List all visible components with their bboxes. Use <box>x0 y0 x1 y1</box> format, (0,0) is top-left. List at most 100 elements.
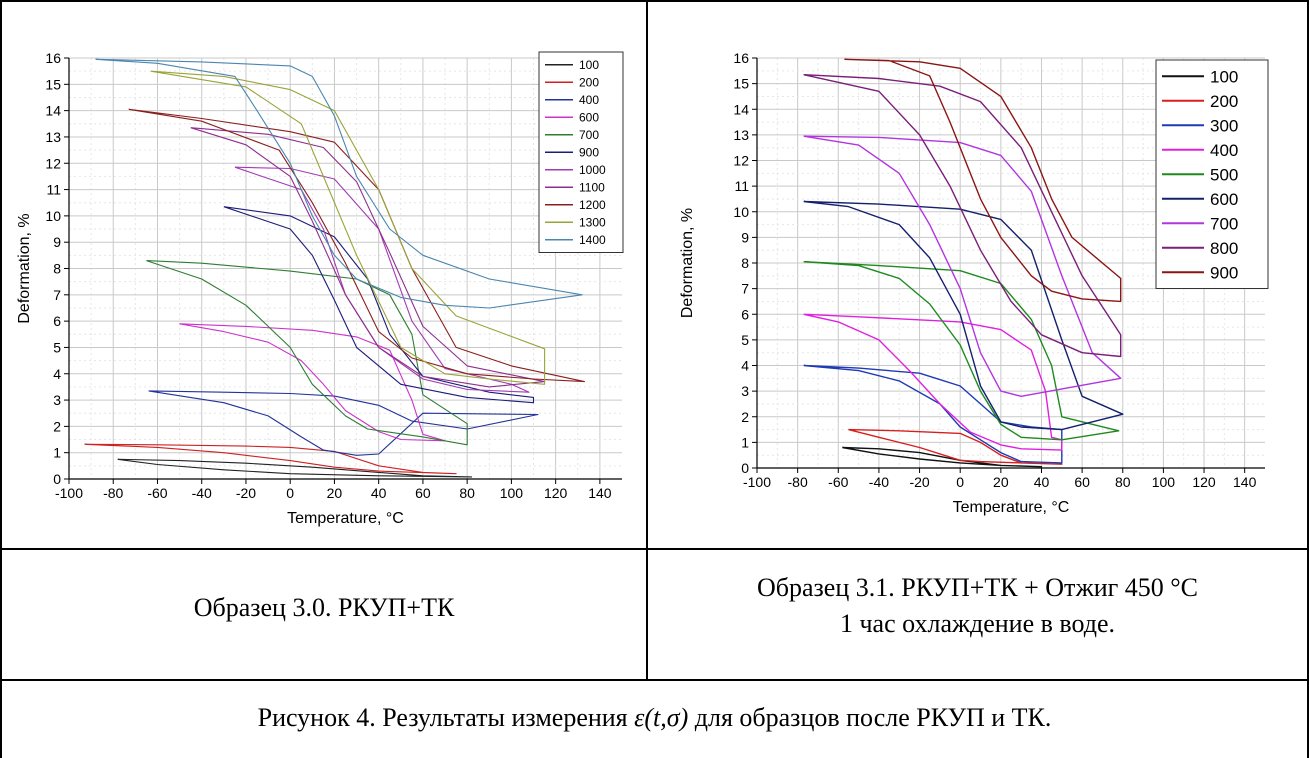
y-tick-label: 4 <box>53 366 61 382</box>
y-tick-label: 11 <box>734 178 749 194</box>
y-tick-label: 10 <box>45 208 61 224</box>
y-tick-label: 1 <box>741 434 749 450</box>
y-tick-label: 4 <box>741 358 749 374</box>
y-tick-label: 12 <box>45 155 61 171</box>
series-line-100 <box>117 458 473 478</box>
series-line-500 <box>803 261 1120 441</box>
series-line-600 <box>803 200 1124 431</box>
legend-label: 1400 <box>579 233 606 247</box>
y-tick-label: 0 <box>53 471 61 487</box>
y-tick-label: 5 <box>53 339 61 355</box>
caption-right-line1: Образец 3.1. РКУП+ТК + Отжиг 450 °C <box>756 573 1199 602</box>
y-tick-label: 2 <box>53 418 61 434</box>
legend-label: 600 <box>1210 190 1238 209</box>
y-tick-label: 0 <box>741 460 749 476</box>
x-tick-label: 60 <box>1074 474 1090 490</box>
x-tick-label: 60 <box>415 485 431 501</box>
series-line-1400 <box>95 58 583 309</box>
y-tick-label: 6 <box>53 313 61 329</box>
legend-label: 900 <box>579 146 599 160</box>
caption-sample-3-1: Образец 3.1. РКУП+ТК + Отжиг 450 °C 1 ча… <box>648 570 1307 642</box>
x-tick-label: 120 <box>1192 474 1216 490</box>
y-tick-label: 9 <box>741 229 749 245</box>
series-group <box>84 58 585 478</box>
x-tick-label: 40 <box>371 485 387 501</box>
x-axis-label: Temperature, °C <box>953 499 1070 516</box>
series-line-900 <box>223 206 535 404</box>
legend-label: 700 <box>579 128 599 142</box>
x-tick-label: -20 <box>909 474 929 490</box>
y-tick-label: 8 <box>53 261 61 277</box>
chart-sample-3-0: -100 -80 -60 -40 -20 0 20 40 60 80 100 120 140012345… <box>16 50 624 527</box>
chart-sample-3-1: -100 -80 -60 -40 -20 0 20 40 60 80 100 120 140012345… <box>679 50 1269 516</box>
x-tick-label: 40 <box>1034 474 1050 490</box>
x-tick-label: 20 <box>327 485 343 501</box>
x-tick-label: -40 <box>869 474 889 490</box>
x-tick-label: -60 <box>147 485 167 501</box>
y-tick-label: 16 <box>733 50 749 66</box>
x-tick-label: 0 <box>956 474 964 490</box>
y-tick-label: 15 <box>45 76 61 92</box>
x-tick-label: 140 <box>588 485 612 501</box>
x-tick-label: 20 <box>993 474 1009 490</box>
series-line-200 <box>84 443 457 475</box>
series-line-700 <box>803 135 1122 397</box>
y-tick-label: 16 <box>45 50 61 66</box>
legend-label: 400 <box>1210 141 1238 160</box>
y-tick-label: 13 <box>733 127 749 143</box>
legend-label: 1100 <box>579 181 605 195</box>
legend-label: 1000 <box>579 163 606 177</box>
x-tick-label: -80 <box>103 485 123 501</box>
y-tick-label: 1 <box>53 445 61 461</box>
series-line-1000 <box>234 166 530 393</box>
series-group <box>803 58 1124 468</box>
y-tick-label: 7 <box>53 287 61 303</box>
y-tick-label: 14 <box>733 101 749 117</box>
x-tick-label: 100 <box>1152 474 1176 490</box>
x-tick-label: 100 <box>500 485 524 501</box>
divider-horizontal-1 <box>0 548 1309 550</box>
legend-label: 200 <box>579 76 599 90</box>
y-tick-label: 9 <box>53 234 61 250</box>
y-tick-label: 10 <box>733 204 749 220</box>
legend-label: 1300 <box>579 216 606 230</box>
y-tick-label: 12 <box>733 153 749 169</box>
x-tick-label: 80 <box>1115 474 1131 490</box>
caption-sample-3-0: Образец 3.0. РКУП+ТК <box>2 590 646 626</box>
y-tick-label: 2 <box>741 409 749 425</box>
figure-caption-symbol: ε(t,σ) <box>634 703 689 732</box>
border-left <box>0 0 2 758</box>
y-tick-label: 7 <box>741 281 749 297</box>
x-tick-label: -60 <box>828 474 848 490</box>
y-tick-label: 11 <box>46 182 61 198</box>
figure-caption-prefix: Рисунок 4. Результаты измерения <box>257 703 635 732</box>
legend-label: 500 <box>1210 165 1238 184</box>
y-tick-label: 3 <box>53 392 61 408</box>
series-line-1100 <box>190 127 546 388</box>
legend-label: 600 <box>579 111 599 125</box>
x-tick-label: 80 <box>459 485 475 501</box>
legend-label: 1200 <box>579 198 606 212</box>
legend-label: 400 <box>579 93 599 107</box>
series-line-400 <box>148 390 539 456</box>
series-line-900 <box>844 58 1122 303</box>
x-tick-label: 120 <box>544 485 568 501</box>
figure-caption-suffix: для образцов после РКУП и ТК. <box>688 703 1052 732</box>
y-axis-label: Deformation, % <box>679 208 696 318</box>
series-line-100 <box>842 446 1043 468</box>
border-right <box>1307 0 1309 758</box>
y-tick-label: 8 <box>741 255 749 271</box>
series-line-600 <box>179 323 446 442</box>
legend-label: 100 <box>579 58 599 72</box>
caption-right-line2: 1 час охлаждение в воде. <box>839 609 1116 638</box>
legend: 100 200 300 400 500 600 700 800 900 <box>1155 59 1269 289</box>
y-tick-label: 6 <box>741 306 749 322</box>
x-tick-label: -100 <box>743 474 771 490</box>
x-tick-label: -40 <box>192 485 212 501</box>
x-axis-label: Temperature, °C <box>287 510 404 527</box>
series-line-200 <box>848 428 1063 465</box>
border-top <box>0 0 1309 2</box>
legend-label: 900 <box>1210 263 1238 282</box>
y-tick-label: 15 <box>733 76 749 92</box>
